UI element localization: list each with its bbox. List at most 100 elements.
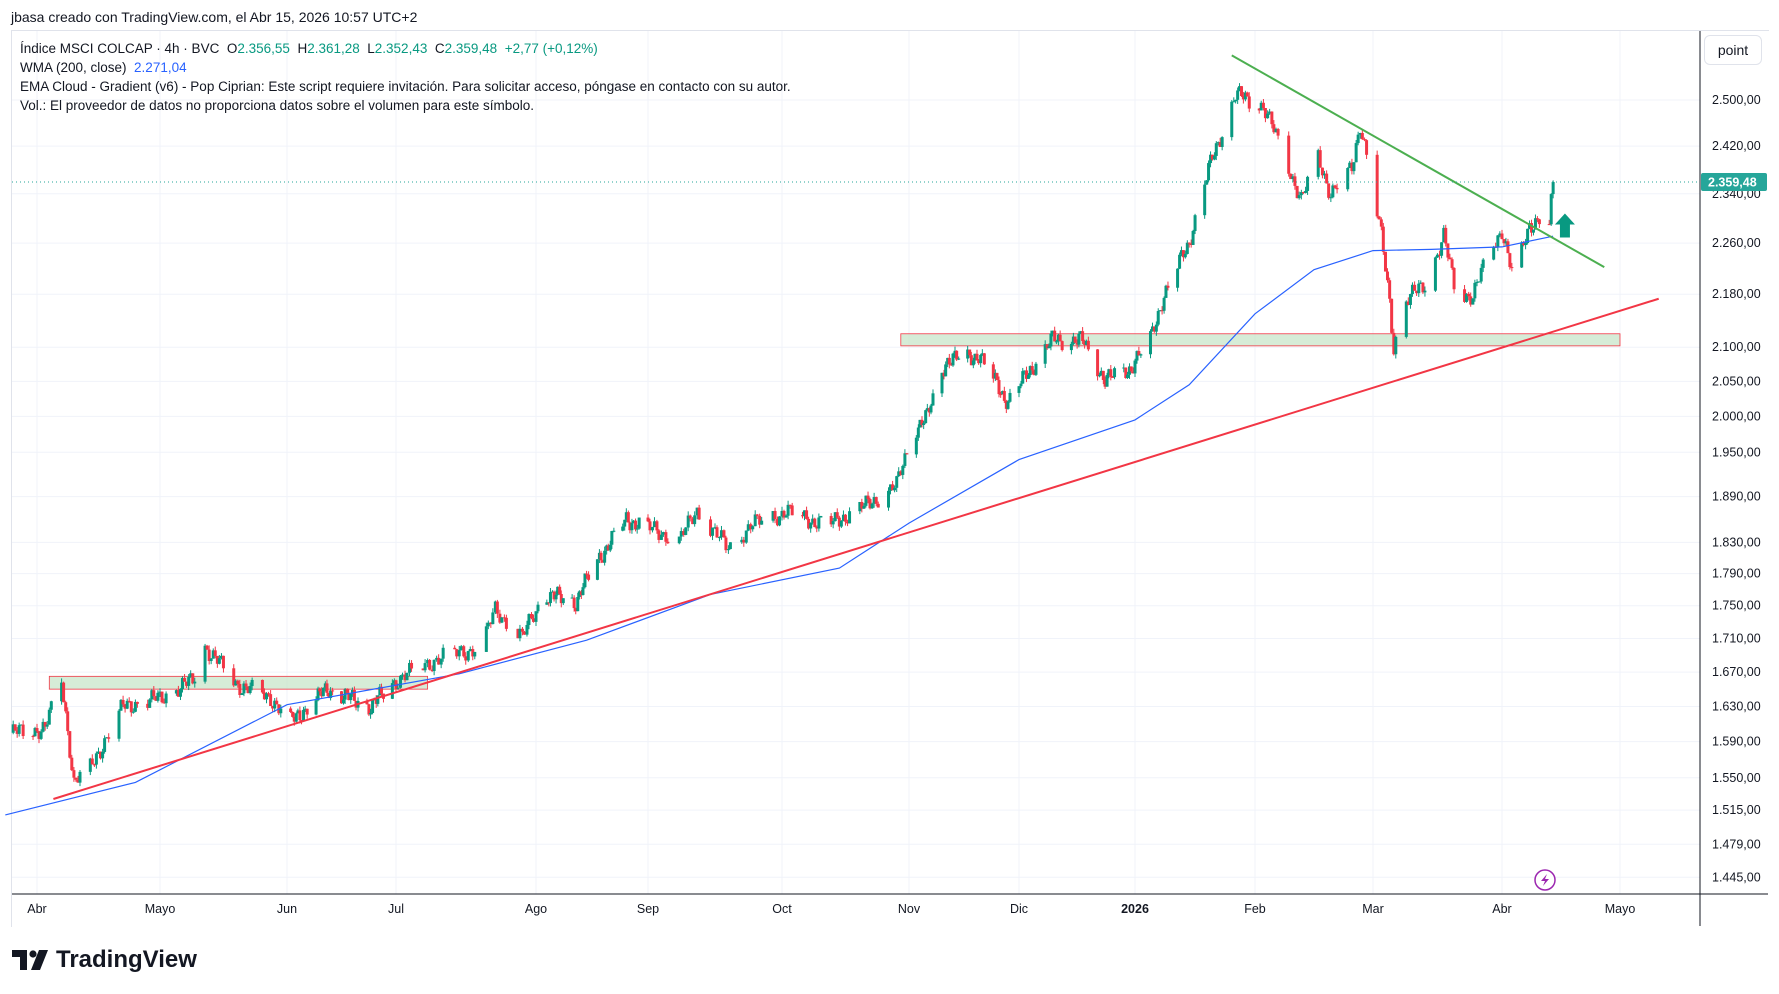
candle-body	[968, 349, 972, 356]
candle-body	[520, 628, 524, 632]
candle-body	[68, 731, 72, 758]
candle-body	[435, 657, 439, 660]
candle-body	[728, 542, 732, 550]
candle-body	[819, 516, 823, 518]
candle-body	[1086, 340, 1090, 350]
candle-body	[462, 646, 466, 657]
candle-body	[529, 613, 533, 619]
candle-body	[784, 515, 788, 518]
candle-body	[1137, 351, 1141, 356]
time-tick-label: Jun	[277, 902, 297, 916]
candle-body	[76, 779, 80, 783]
candle-body	[1492, 246, 1496, 260]
legend-wma-row[interactable]: WMA (200, close) 2.271,04	[20, 58, 791, 77]
candle-body	[349, 694, 353, 701]
candle-body	[1444, 227, 1448, 244]
candle-body	[1335, 187, 1339, 190]
candle-body	[606, 545, 610, 551]
candle-body	[843, 514, 847, 522]
candle-body	[548, 592, 552, 604]
candle-body	[464, 656, 468, 661]
candle-body	[522, 631, 526, 635]
price-tick-label: 2.420,00	[1712, 139, 1761, 153]
candle-body	[942, 372, 946, 377]
candle-body	[203, 645, 207, 682]
candle-body	[1537, 219, 1541, 225]
candle-body	[1101, 370, 1105, 381]
candle-body	[489, 622, 493, 625]
candle-body	[682, 531, 686, 535]
candle-body	[946, 357, 950, 365]
candle-body	[321, 687, 325, 697]
candle-body	[713, 527, 717, 529]
candle-body	[605, 545, 609, 551]
candle-body	[782, 510, 786, 518]
candle-body	[1261, 102, 1265, 109]
legend-volume-row[interactable]: Vol.: El proveedor de datos no proporcio…	[20, 98, 535, 113]
candle-body	[441, 647, 445, 659]
candle-body	[146, 703, 150, 708]
candle-body	[1069, 343, 1073, 351]
time-tick-label: Mar	[1362, 902, 1384, 916]
open-value: 2.356,55	[237, 41, 290, 56]
candle-body	[657, 530, 661, 540]
candle-body	[1329, 197, 1333, 199]
candle-body	[559, 594, 563, 604]
symbol-info[interactable]: Índice MSCI COLCAP · 4h · BVC	[20, 41, 220, 56]
candle-body	[1304, 190, 1308, 193]
lightning-icon[interactable]	[1534, 869, 1556, 891]
candle-body	[997, 380, 1001, 395]
time-tick-label: Feb	[1244, 902, 1266, 916]
candle-body	[426, 659, 430, 664]
candle-body	[1077, 333, 1081, 345]
candle-body	[1417, 283, 1421, 294]
candle-body	[43, 721, 47, 727]
candle-body	[626, 512, 630, 523]
candle-body	[872, 497, 876, 504]
candle-body	[786, 504, 790, 516]
candle-body	[895, 476, 899, 488]
candle-body	[809, 522, 813, 529]
candle-body	[70, 757, 74, 771]
candle-body	[695, 507, 699, 516]
candle-body	[679, 531, 683, 537]
candle-body	[1528, 223, 1532, 229]
candle-body	[305, 708, 309, 715]
candle-body	[966, 349, 970, 359]
candle-body	[193, 681, 197, 684]
candle-body	[236, 680, 240, 684]
candle-body	[1185, 242, 1189, 254]
candle-body	[183, 678, 187, 682]
candle-body	[862, 505, 866, 509]
tradingview-logo[interactable]: TradingView	[12, 946, 197, 974]
candle-body	[1379, 219, 1383, 227]
candle-body	[1498, 233, 1502, 236]
candle-body	[189, 673, 193, 678]
candle-body	[1071, 336, 1075, 344]
candle-body	[811, 518, 815, 523]
zones	[48, 333, 1621, 690]
candle-body	[1176, 268, 1180, 288]
candle-body	[751, 526, 755, 530]
candle-body	[150, 690, 154, 700]
candle-body	[260, 679, 264, 693]
candle-body	[292, 716, 296, 722]
candle-body	[839, 520, 843, 527]
candle-body	[534, 611, 538, 622]
candle-body	[92, 764, 96, 766]
candle-body	[1008, 392, 1012, 402]
candle-body	[135, 701, 139, 704]
chart-legend: Índice MSCI COLCAP · 4h · BVC O2.356,55 …	[20, 39, 791, 115]
candle-body	[579, 591, 583, 596]
current-price-label: 2.359,48	[1708, 176, 1757, 190]
candle-body	[300, 720, 304, 722]
candle-body	[232, 668, 236, 686]
legend-ema-cloud-row[interactable]: EMA Cloud - Gradient (v6) - Pop Ciprian:…	[20, 79, 791, 94]
candle-body	[119, 699, 123, 711]
candle-body	[498, 613, 502, 623]
price-unit-button[interactable]: point	[1704, 35, 1762, 65]
candle-body	[133, 701, 137, 712]
time-tick-label: Mayo	[1605, 902, 1636, 916]
candle-body	[221, 655, 225, 669]
